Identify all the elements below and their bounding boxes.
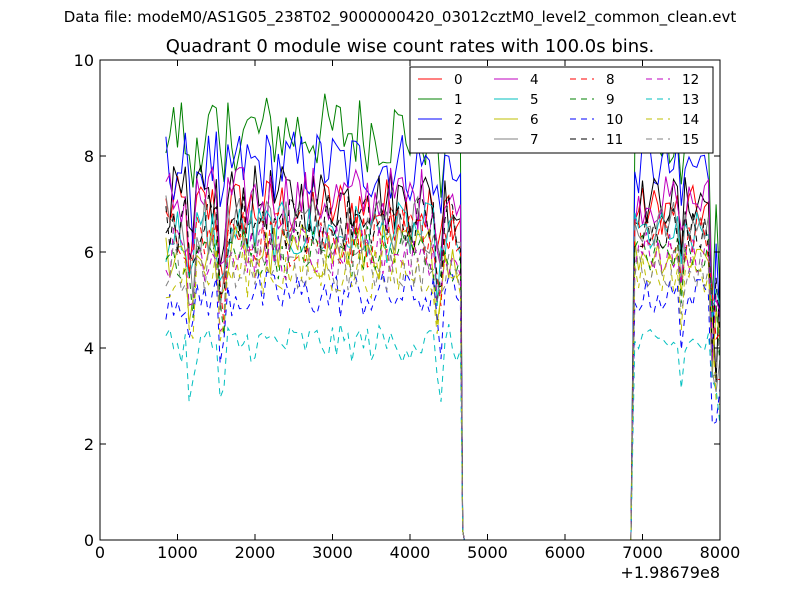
series-line-4 bbox=[165, 165, 721, 541]
legend-label-8: 8 bbox=[606, 72, 615, 88]
x-tick-label: 7000 bbox=[622, 543, 663, 562]
legend-label-4: 4 bbox=[530, 72, 539, 88]
legend-label-14: 14 bbox=[682, 112, 699, 128]
legend-label-5: 5 bbox=[530, 92, 539, 108]
x-tick-label: 6000 bbox=[545, 543, 586, 562]
legend-label-15: 15 bbox=[682, 132, 699, 148]
y-tick-label: 0 bbox=[84, 531, 94, 550]
y-tick-label: 2 bbox=[84, 435, 94, 454]
series-line-15 bbox=[165, 237, 721, 541]
legend-label-11: 11 bbox=[606, 132, 623, 148]
y-tick-label: 6 bbox=[84, 243, 94, 262]
series-line-1 bbox=[165, 93, 721, 541]
legend-label-6: 6 bbox=[530, 112, 539, 128]
series-line-3 bbox=[165, 164, 721, 541]
legend-label-0: 0 bbox=[454, 72, 463, 88]
series-lines bbox=[165, 93, 721, 541]
legend-label-9: 9 bbox=[606, 92, 615, 108]
chart-title: Quadrant 0 module wise count rates with … bbox=[165, 36, 655, 57]
series-line-0 bbox=[165, 175, 721, 541]
x-tick-label: 8000 bbox=[700, 543, 741, 562]
x-tick-label: 4000 bbox=[390, 543, 431, 562]
series-line-14 bbox=[165, 243, 721, 541]
legend-label-3: 3 bbox=[454, 132, 463, 148]
y-tick-label: 4 bbox=[84, 339, 94, 358]
x-offset-label: +1.98679e8 bbox=[620, 563, 720, 582]
figure-suptitle: Data file: modeM0/AS1G05_238T02_90000004… bbox=[63, 8, 737, 26]
legend-label-7: 7 bbox=[530, 132, 539, 148]
legend-label-2: 2 bbox=[454, 112, 463, 128]
series-line-2 bbox=[165, 131, 721, 541]
series-line-11 bbox=[165, 193, 721, 541]
series-line-10 bbox=[165, 270, 721, 541]
legend-label-13: 13 bbox=[682, 92, 699, 108]
legend-label-1: 1 bbox=[454, 92, 463, 108]
x-tick-label: 1000 bbox=[157, 543, 198, 562]
series-line-7 bbox=[165, 195, 721, 541]
x-tick-label: 3000 bbox=[312, 543, 353, 562]
y-tick-label: 8 bbox=[84, 147, 94, 166]
series-line-12 bbox=[165, 222, 721, 541]
series-line-5 bbox=[165, 200, 721, 541]
legend-label-12: 12 bbox=[682, 72, 699, 88]
legend-label-10: 10 bbox=[606, 112, 623, 128]
x-tick-label: 0 bbox=[95, 543, 105, 562]
y-tick-label: 10 bbox=[74, 51, 94, 70]
series-line-13 bbox=[165, 323, 721, 541]
series-line-9 bbox=[165, 226, 721, 541]
x-tick-label: 2000 bbox=[235, 543, 276, 562]
x-tick-label: 5000 bbox=[467, 543, 508, 562]
